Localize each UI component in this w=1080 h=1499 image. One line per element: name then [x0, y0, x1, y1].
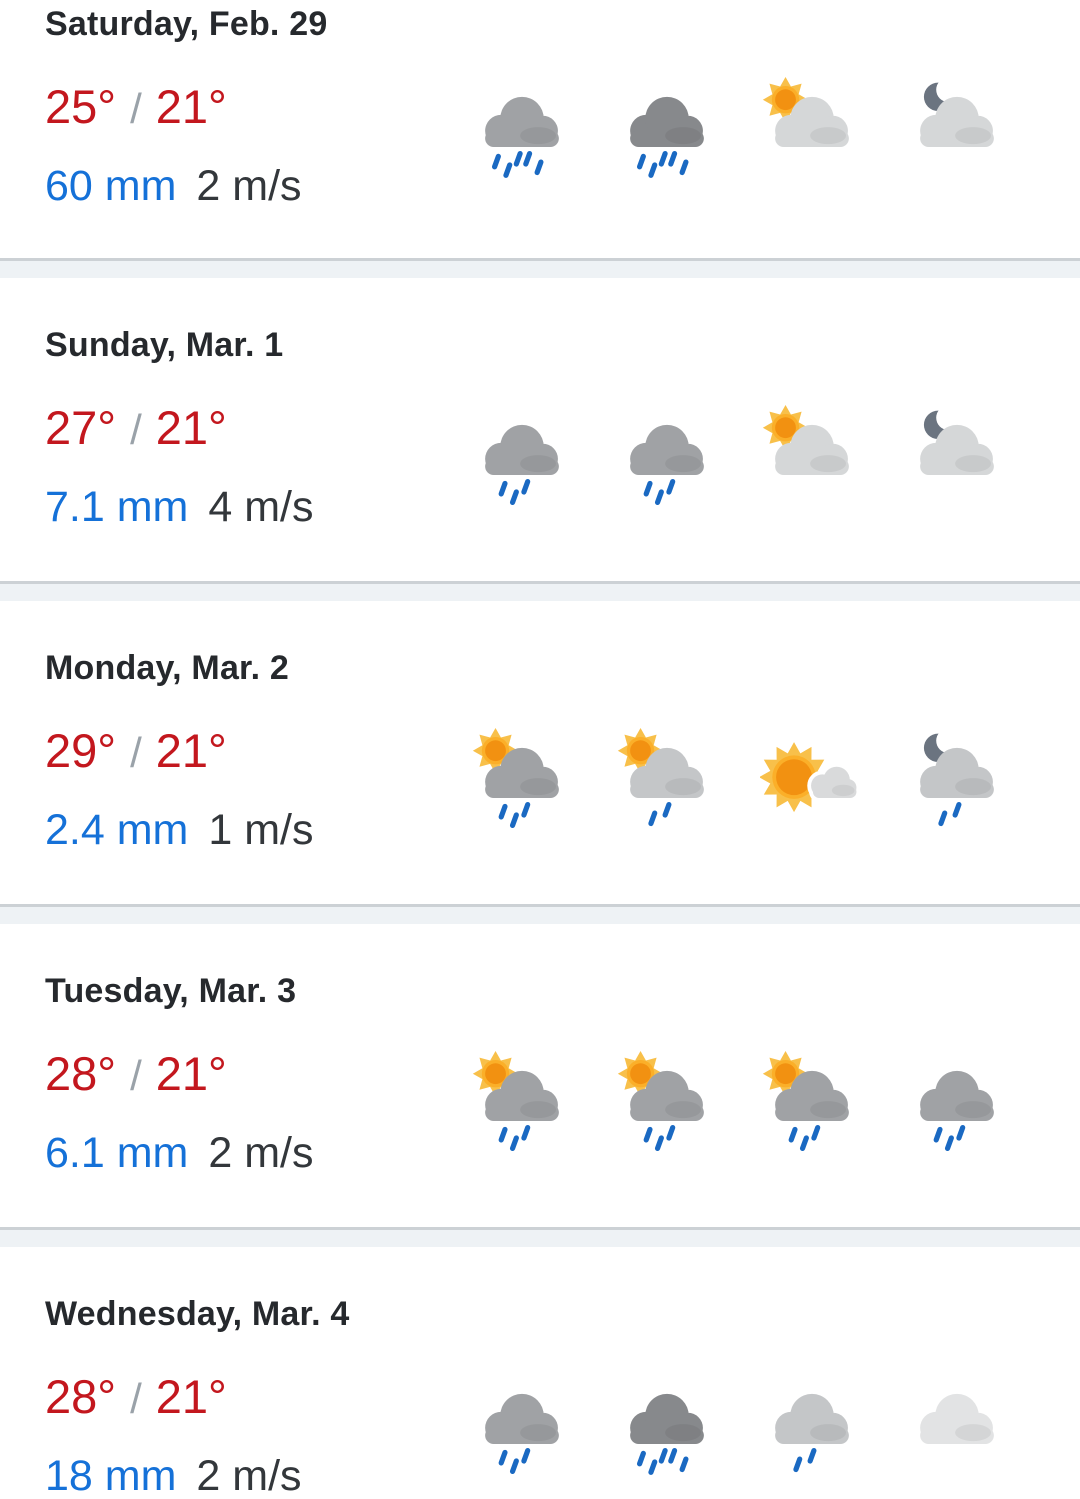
temp-separator: / — [130, 1375, 142, 1422]
heavy-rain-icon — [470, 77, 574, 181]
day-info: Saturday, Feb. 29 25° / 21° 60 mm 2 m/s — [45, 4, 327, 211]
temperature-range: 28° / 21° — [45, 1369, 350, 1427]
high-temp: 27° — [45, 401, 117, 454]
day-info: Wednesday, Mar. 4 28° / 21° 18 mm 2 m/s — [45, 1294, 350, 1499]
night-rain-icon — [905, 728, 1009, 832]
high-temp: 25° — [45, 80, 117, 133]
cloudy-icon — [905, 1374, 1009, 1478]
temperature-range: 29° / 21° — [45, 723, 314, 781]
low-temp: 21° — [155, 724, 227, 777]
forecast-day-row[interactable]: Tuesday, Mar. 3 28° / 21° 6.1 mm 2 m/s — [0, 924, 1080, 1227]
precip-wind-line: 18 mm 2 m/s — [45, 1451, 350, 1499]
weather-icons — [470, 1051, 1009, 1155]
sun-light-rain-icon — [615, 728, 719, 832]
day-date: Saturday, Feb. 29 — [45, 5, 328, 43]
forecast-day-row[interactable]: Sunday, Mar. 1 27° / 21° 7.1 mm 4 m/s — [0, 278, 1080, 581]
low-temp: 21° — [155, 1370, 227, 1423]
low-temp: 21° — [155, 401, 227, 454]
heavy-rain-dark-icon — [615, 77, 719, 181]
section-divider — [0, 581, 1080, 601]
sun-rain-icon — [615, 1051, 719, 1155]
precipitation-amount: 2.4 mm — [45, 806, 189, 854]
mostly-sunny-icon — [760, 728, 864, 832]
section-divider — [0, 1227, 1080, 1247]
precipitation-amount: 60 mm — [45, 162, 177, 210]
wind-speed: 1 m/s — [208, 806, 314, 854]
rain-icon — [470, 405, 574, 509]
weather-icons — [470, 77, 1009, 181]
temp-separator: / — [130, 406, 142, 453]
partly-cloudy-day-icon — [760, 405, 864, 509]
rain-icon — [905, 1051, 1009, 1155]
precipitation-amount: 6.1 mm — [45, 1129, 189, 1177]
forecast-day-row[interactable]: Saturday, Feb. 29 25° / 21° 60 mm 2 m/s — [0, 0, 1080, 258]
precip-wind-line: 6.1 mm 2 m/s — [45, 1128, 314, 1178]
section-divider — [0, 904, 1080, 924]
partly-cloudy-night-icon — [905, 77, 1009, 181]
sun-rain-icon — [470, 728, 574, 832]
forecast-day-row[interactable]: Monday, Mar. 2 29° / 21° 2.4 mm 1 m/s — [0, 601, 1080, 904]
light-rain-icon — [760, 1374, 864, 1478]
temp-separator: / — [130, 729, 142, 776]
heavy-rain-dark-icon — [615, 1374, 719, 1478]
wind-speed: 4 m/s — [208, 483, 314, 531]
rain-icon — [470, 1374, 574, 1478]
day-date: Monday, Mar. 2 — [45, 649, 290, 687]
precip-wind-line: 2.4 mm 1 m/s — [45, 805, 314, 855]
high-temp: 29° — [45, 724, 117, 777]
weather-icons — [470, 405, 1009, 509]
wind-speed: 2 m/s — [208, 1129, 314, 1177]
precip-wind-line: 60 mm 2 m/s — [45, 161, 327, 211]
wind-speed: 2 m/s — [196, 1452, 302, 1499]
day-date: Wednesday, Mar. 4 — [45, 1295, 350, 1333]
high-temp: 28° — [45, 1047, 117, 1100]
day-date: Sunday, Mar. 1 — [45, 326, 284, 364]
weather-icons — [470, 1374, 1009, 1478]
high-temp: 28° — [45, 1370, 117, 1423]
temp-separator: / — [130, 85, 142, 132]
day-info: Monday, Mar. 2 29° / 21° 2.4 mm 1 m/s — [45, 648, 314, 855]
forecast-day-row[interactable]: Wednesday, Mar. 4 28° / 21° 18 mm 2 m/s — [0, 1247, 1080, 1499]
rain-icon — [615, 405, 719, 509]
temperature-range: 27° / 21° — [45, 400, 314, 458]
temp-separator: / — [130, 1052, 142, 1099]
weather-icons — [470, 728, 1009, 832]
low-temp: 21° — [155, 80, 227, 133]
sun-rain-icon — [760, 1051, 864, 1155]
low-temp: 21° — [155, 1047, 227, 1100]
temperature-range: 28° / 21° — [45, 1046, 314, 1104]
precip-wind-line: 7.1 mm 4 m/s — [45, 482, 314, 532]
section-divider — [0, 258, 1080, 278]
precipitation-amount: 18 mm — [45, 1452, 177, 1499]
partly-cloudy-night-icon — [905, 405, 1009, 509]
day-info: Sunday, Mar. 1 27° / 21° 7.1 mm 4 m/s — [45, 325, 314, 532]
precipitation-amount: 7.1 mm — [45, 483, 189, 531]
temperature-range: 25° / 21° — [45, 79, 327, 137]
partly-cloudy-day-icon — [760, 77, 864, 181]
day-date: Tuesday, Mar. 3 — [45, 972, 297, 1010]
day-info: Tuesday, Mar. 3 28° / 21° 6.1 mm 2 m/s — [45, 971, 314, 1178]
sun-rain-icon — [470, 1051, 574, 1155]
wind-speed: 2 m/s — [196, 162, 302, 210]
